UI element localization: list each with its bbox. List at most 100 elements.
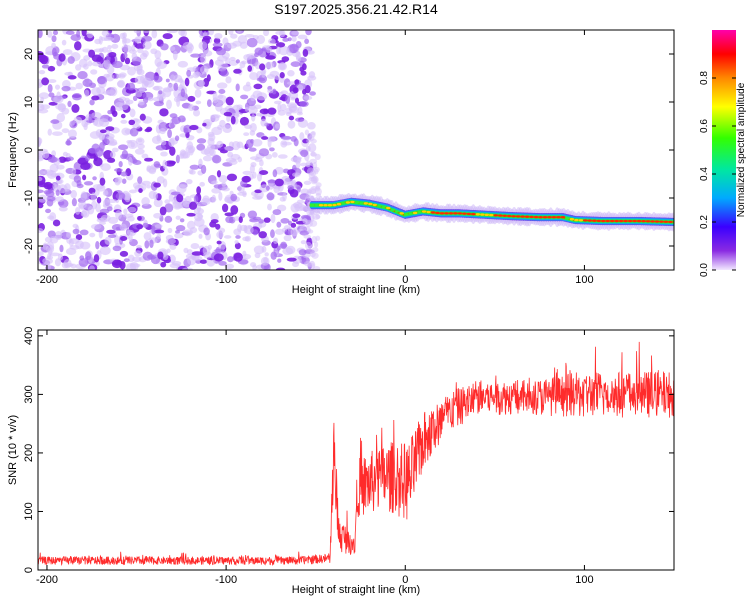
noise-blob	[87, 60, 93, 67]
noise-blob	[304, 129, 310, 136]
y-tick-label: 0	[23, 567, 35, 573]
noise-blob	[224, 212, 234, 217]
noise-blob	[190, 53, 202, 58]
noise-blob	[153, 191, 158, 201]
track-core	[421, 210, 427, 213]
noise-blob	[263, 30, 270, 37]
noise-blob	[263, 108, 269, 114]
noise-blob	[156, 61, 167, 70]
noise-blob	[268, 38, 276, 45]
spectrogram-x-label: Height of straight line (km)	[292, 284, 420, 296]
colorbar-ticks: 0.0 0.2 0.4 0.6 0.8	[699, 71, 736, 277]
noise-blob	[99, 246, 111, 256]
noise-blob	[114, 234, 120, 245]
noise-blob	[99, 208, 110, 214]
noise-blob	[274, 178, 284, 187]
noise-blob	[142, 251, 153, 261]
noise-blob	[226, 173, 238, 182]
noise-blob	[179, 218, 185, 223]
noise-blob	[91, 87, 101, 96]
noise-blob	[80, 210, 88, 217]
noise-blob	[67, 56, 75, 64]
noise-blob	[282, 37, 290, 42]
noise-blob	[258, 219, 264, 224]
noise-blob	[222, 37, 229, 46]
track-core	[547, 216, 552, 219]
noise-blob	[212, 155, 222, 164]
track-core	[596, 219, 601, 223]
noise-blob	[221, 203, 229, 213]
noise-blob	[187, 95, 196, 102]
noise-blob	[73, 116, 83, 124]
noise-blob	[250, 162, 257, 168]
noise-blob	[90, 69, 98, 75]
noise-blob	[78, 258, 89, 267]
noise-blob	[197, 80, 205, 87]
noise-blob	[217, 94, 224, 99]
noise-blob	[151, 30, 158, 39]
noise-blob	[252, 195, 263, 200]
noise-blob	[40, 244, 50, 253]
noise-blob	[252, 264, 257, 270]
noise-blob	[274, 123, 281, 129]
noise-blob	[270, 213, 276, 224]
noise-blob	[64, 71, 73, 76]
track-core	[542, 216, 548, 219]
noise-blob	[103, 36, 115, 42]
noise-blob	[49, 235, 59, 244]
track-core	[565, 217, 570, 220]
noise-blob	[38, 92, 50, 100]
noise-blob	[128, 233, 133, 243]
track-core	[359, 201, 364, 205]
noise-blob	[202, 155, 213, 162]
noise-blob	[186, 220, 196, 230]
noise-blob	[310, 176, 318, 185]
noise-blob	[146, 126, 153, 132]
noise-blob	[142, 30, 150, 34]
track-core	[309, 204, 315, 207]
noise-blob	[280, 241, 287, 250]
track-core	[430, 211, 436, 214]
noise-blob	[265, 61, 275, 69]
noise-blob	[132, 123, 141, 129]
noise-blob	[279, 62, 286, 70]
noise-blob	[315, 182, 322, 188]
noise-blob	[304, 241, 313, 250]
noise-blob	[258, 148, 270, 157]
noise-blob	[292, 255, 302, 265]
snr-line	[38, 341, 674, 567]
noise-blob	[38, 169, 46, 176]
noise-blob	[93, 157, 103, 167]
track-core	[354, 201, 360, 204]
noise-blob	[295, 160, 301, 169]
noise-blob	[162, 159, 168, 170]
noise-blob	[244, 34, 255, 38]
noise-blob	[290, 227, 299, 237]
noise-blob	[312, 214, 321, 220]
noise-blob	[136, 68, 145, 76]
noise-blob	[236, 104, 243, 109]
noise-blob	[193, 109, 201, 117]
noise-blob	[240, 94, 249, 100]
track-core	[399, 212, 404, 215]
noise-blob	[142, 40, 152, 50]
noise-blob	[67, 156, 74, 161]
noise-blob	[84, 89, 90, 98]
noise-blob	[175, 215, 181, 220]
track-core	[569, 218, 575, 221]
noise-blob	[139, 113, 146, 121]
noise-blob	[38, 30, 43, 39]
track-core	[538, 216, 543, 219]
colorbar: 0.0 0.2 0.4 0.6 0.8 Normalized spectral ampl…	[699, 30, 747, 277]
noise-blob	[99, 217, 108, 223]
noise-blob	[253, 52, 260, 58]
x-tick-label: 100	[575, 574, 593, 586]
x-tick-label: 0	[402, 574, 408, 586]
noise-blob	[265, 46, 272, 51]
noise-blob	[242, 84, 252, 92]
noise-blob	[273, 237, 279, 244]
noise-blob	[47, 30, 53, 38]
noise-blob	[167, 129, 172, 139]
noise-blob	[52, 30, 59, 36]
noise-blob	[133, 30, 141, 34]
